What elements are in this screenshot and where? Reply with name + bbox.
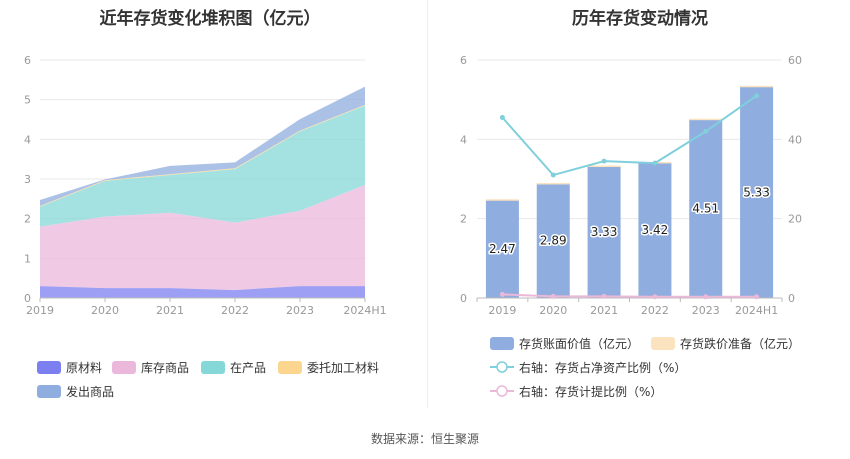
line-point (754, 93, 760, 99)
left-chart-title: 近年存货变化堆积图（亿元） (99, 9, 321, 29)
x-tick-label: 2024H1 (343, 304, 386, 317)
data-source: 数据来源：恒生聚源 (370, 432, 479, 446)
legend-swatch (37, 361, 61, 374)
y2-tick-label: 0 (788, 292, 795, 305)
legend-label: 右轴：存货计提比例（%） (519, 384, 662, 399)
y-tick-label: 3 (24, 173, 31, 186)
line-point (601, 293, 607, 299)
legend-swatch (201, 361, 225, 374)
line-point (754, 294, 760, 300)
x-tick-label: 2020 (539, 304, 567, 317)
bar-provision (485, 199, 519, 201)
bar-provision (689, 118, 723, 121)
panel-divider (427, 0, 428, 408)
x-tick-label: 2022 (641, 304, 669, 317)
bar-book-value (740, 86, 774, 299)
legend-swatch (112, 361, 136, 374)
area-series-0 (40, 286, 365, 298)
legend-marker (496, 385, 508, 397)
bar-data-label: 2.89 (540, 234, 567, 248)
line-point (652, 160, 658, 166)
x-tick-label: 2023 (286, 304, 314, 317)
x-tick-label: 2021 (590, 304, 618, 317)
line-point (550, 172, 556, 178)
bar-book-value (485, 200, 519, 298)
legend-label: 存货账面价值（亿元） (519, 336, 639, 351)
y-tick-label: 2 (24, 213, 31, 226)
legend-label: 在产品 (230, 361, 266, 375)
y-tick-label: 5 (24, 94, 31, 107)
legend-swatch (490, 337, 514, 350)
y-tick-label: 0 (460, 292, 467, 305)
y2-tick-label: 40 (788, 133, 802, 146)
x-tick-label: 2020 (91, 304, 119, 317)
line-point (703, 128, 709, 134)
bar-book-value (689, 119, 723, 298)
x-tick-label: 2022 (221, 304, 249, 317)
line-point (499, 291, 505, 297)
legend-swatch (278, 361, 302, 374)
legend-label: 库存商品 (141, 360, 189, 375)
y2-tick-label: 60 (788, 54, 802, 67)
y-tick-label: 1 (24, 252, 31, 265)
legend-label: 右轴：存货占净资产比例（%） (519, 360, 686, 375)
line-point (652, 294, 658, 300)
area-series-2 (40, 105, 365, 227)
y-tick-label: 4 (460, 133, 467, 146)
line-series-3 (502, 293, 757, 298)
bar-data-label: 5.33 (743, 185, 770, 199)
y-tick-label: 6 (460, 54, 467, 67)
x-tick-label: 2021 (156, 304, 184, 317)
legend-label: 委托加工材料 (307, 361, 379, 375)
legend-swatch (651, 337, 675, 350)
bar-provision (740, 85, 774, 88)
right-chart-title: 历年存货变动情况 (572, 9, 708, 29)
legend-swatch (37, 385, 61, 398)
line-series-2 (501, 94, 758, 177)
line-point (499, 115, 505, 121)
legend-marker (496, 361, 508, 373)
bar-book-value (587, 165, 621, 298)
x-tick-label: 2019 (488, 304, 516, 317)
line-point (601, 158, 607, 164)
bar-data-label: 3.42 (642, 223, 669, 237)
bar-provision (587, 165, 621, 168)
y-tick-label: 6 (24, 54, 31, 67)
legend-label: 存货跌价准备（亿元） (680, 336, 800, 351)
x-tick-label: 2019 (26, 304, 54, 317)
bar-provision (536, 182, 570, 185)
y-tick-label: 0 (24, 292, 31, 305)
bar-book-value (638, 162, 672, 298)
bar-data-label: 3.33 (591, 225, 618, 239)
area-series-1 (40, 184, 365, 291)
area-series-4 (40, 86, 365, 206)
y-tick-label: 4 (24, 133, 31, 146)
line-point (703, 294, 709, 300)
bar-book-value (536, 183, 570, 298)
bar-data-label: 2.47 (489, 242, 516, 256)
legend-label: 发出商品 (66, 384, 114, 399)
y2-tick-label: 20 (788, 213, 802, 226)
stacked-area-chart: 0 1 2 3 4 5 6 2019 2020 2021 2022 2023 2024H1 原材料 库存商品… (24, 54, 387, 399)
y-tick-label: 2 (460, 213, 467, 226)
line-point (550, 293, 556, 299)
bar-data-label: 4.51 (692, 202, 719, 216)
x-tick-label: 2023 (692, 304, 720, 317)
legend-label: 原材料 (66, 361, 102, 375)
x-tick-label: 2024H1 (735, 304, 778, 317)
